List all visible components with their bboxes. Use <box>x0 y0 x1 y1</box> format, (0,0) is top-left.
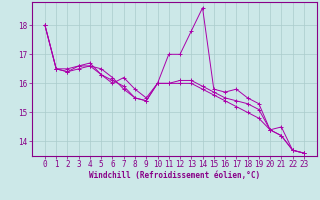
X-axis label: Windchill (Refroidissement éolien,°C): Windchill (Refroidissement éolien,°C) <box>89 171 260 180</box>
